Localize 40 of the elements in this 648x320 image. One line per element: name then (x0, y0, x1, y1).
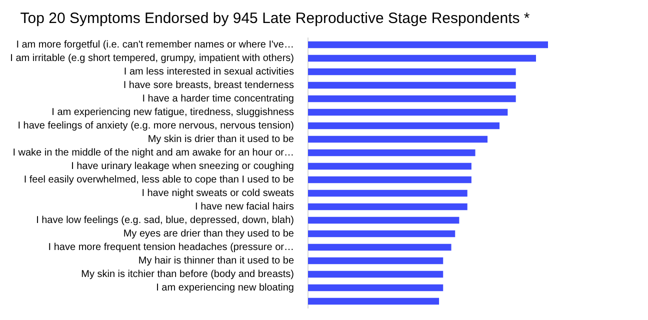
y-tick-label: I am irritable (e.g short tempered, grumpy, impatient with others) (10, 53, 294, 64)
bar (308, 41, 548, 48)
y-tick-label: I am less interested in sexual activities (124, 66, 294, 78)
bar (308, 244, 452, 251)
bar (308, 203, 468, 210)
y-tick-label: I wake in the middle of the night and am awake for an hour or… (12, 148, 294, 158)
bar (308, 230, 456, 238)
bar (308, 95, 516, 102)
y-tick-label: My hair is thinner than it used to be (138, 256, 294, 266)
y-tick-label: I have night sweats or cold sweats (142, 188, 294, 199)
bar (308, 284, 444, 292)
y-tick-label: I feel easily overwhelmed, less able to cope than I used to be (24, 174, 294, 186)
bar (308, 82, 516, 89)
bar (308, 136, 488, 143)
y-tick-label: I am experiencing new bloating (156, 282, 294, 294)
bar (308, 54, 536, 62)
chart-title: Top 20 Symptoms Endorsed by 945 Late Reproductive Stage Respondents * (20, 10, 530, 28)
y-tick-label: My skin is drier than it used to be (148, 134, 294, 145)
bar (308, 298, 440, 305)
bar (308, 190, 468, 197)
y-tick-label: I am more forgetful (i.e. can't remember names or where I've… (16, 40, 294, 50)
y-tick-label: I have feelings of anxiety (e.g. more nervous, nervous tension) (18, 120, 294, 132)
y-tick-label: My skin is itchier than before (body and breasts) (81, 269, 294, 280)
bar (308, 68, 516, 76)
y-tick-label: I have new facial hairs (195, 202, 294, 212)
y-tick-label: I have urinary leakage when sneezing or coughing (71, 161, 294, 172)
bar (308, 162, 472, 170)
bar (308, 122, 500, 130)
bar (308, 108, 508, 116)
y-tick-label: I have sore breasts, breast tenderness (123, 80, 294, 91)
y-tick-label: I have low feelings (e.g. sad, blue, depressed, down, blah) (36, 215, 294, 226)
y-tick-label: My eyes are drier than they used to be (123, 228, 294, 240)
y-tick-label: I have more frequent tension headaches (pressure or… (48, 242, 294, 253)
bar (308, 149, 476, 156)
bar (308, 257, 444, 264)
bar (308, 216, 460, 224)
bar (308, 176, 472, 184)
y-tick-label: I am experiencing new fatigue, tiredness, sluggishness (52, 107, 294, 118)
y-tick-label: I have a harder time concentrating (142, 94, 294, 104)
bar (308, 270, 444, 278)
